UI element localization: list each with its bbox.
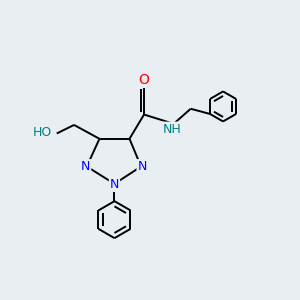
Text: O: O xyxy=(139,73,149,87)
Text: N: N xyxy=(137,160,147,173)
Text: N: N xyxy=(110,178,119,191)
Text: NH: NH xyxy=(162,123,181,136)
Text: N: N xyxy=(81,160,90,173)
Text: HO: HO xyxy=(33,126,52,139)
